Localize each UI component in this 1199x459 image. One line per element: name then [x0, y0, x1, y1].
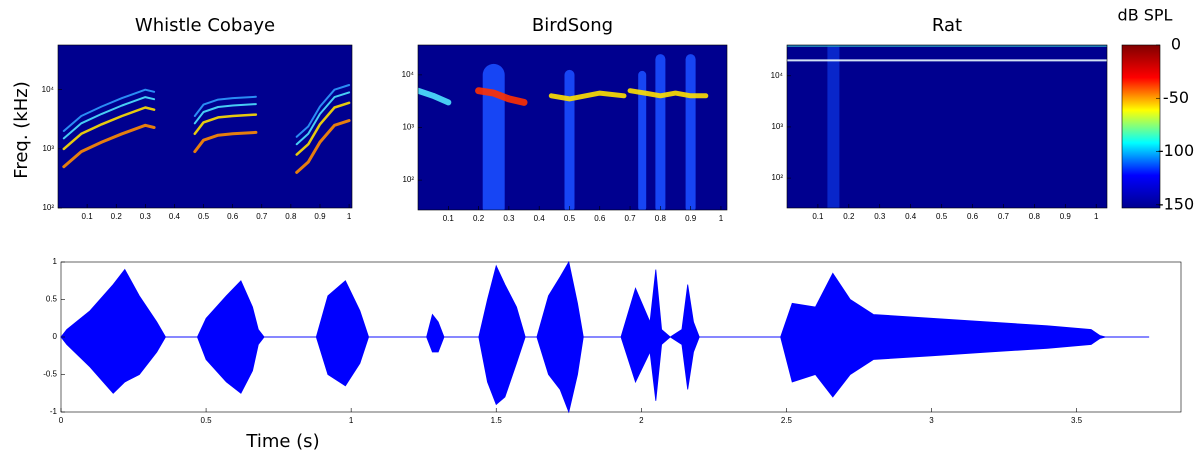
x-tick-label: 0.6 — [594, 214, 606, 223]
x-tick-label: 1 — [719, 214, 724, 223]
y-tick-label: 10³ — [42, 144, 54, 153]
spectral-track — [295, 84, 351, 138]
x-tick-label: 0.6 — [967, 212, 979, 221]
x-tick-label: 2.5 — [781, 416, 793, 425]
colorbar-tick-label: -100 — [1158, 141, 1194, 160]
x-tick-label: 0.7 — [256, 212, 268, 221]
y-tick-label: 10² — [771, 173, 783, 182]
y-tick-label: -0.5 — [43, 370, 57, 379]
x-tick-label: 0.2 — [843, 212, 855, 221]
x-tick-label: 0.1 — [443, 214, 455, 223]
x-tick-label: 0.4 — [534, 214, 546, 223]
x-tick-label: 0.9 — [314, 212, 326, 221]
x-tick-label: 0.9 — [1060, 212, 1072, 221]
x-tick-label: 0.3 — [874, 212, 886, 221]
chart-title: Whistle Cobaye — [135, 15, 275, 36]
colorbar-tick-label: -50 — [1163, 88, 1189, 107]
colorbar — [1121, 44, 1161, 209]
y-tick-label: 10⁴ — [42, 85, 55, 94]
x-tick-label: 0.5 — [198, 212, 210, 221]
y-tick-label: 10⁴ — [771, 71, 784, 80]
y-tick-label: 1 — [53, 257, 58, 266]
spectral-track — [295, 91, 351, 146]
x-tick-label: 1.5 — [491, 416, 503, 425]
x-tick-label: 0.8 — [285, 212, 297, 221]
x-tick-label: 1 — [1094, 212, 1099, 221]
y-tick-label: 10³ — [402, 123, 414, 132]
spectral-track — [193, 103, 257, 125]
spectral-track — [193, 113, 258, 136]
x-tick-label: 0.6 — [227, 212, 239, 221]
x-tick-label: 0.2 — [111, 212, 123, 221]
y-tick-label: -1 — [50, 407, 58, 416]
y-tick-label: 10² — [402, 175, 414, 184]
x-tick-label: 3 — [929, 416, 934, 425]
y-tick-label: 0 — [53, 332, 58, 341]
spectral-track — [627, 88, 709, 99]
x-tick-label: 1 — [349, 416, 354, 425]
spectral-track — [62, 96, 156, 140]
x-tick-label: 0.8 — [655, 214, 667, 223]
spectral-track — [62, 88, 156, 132]
spectrogram-background — [787, 45, 1107, 208]
x-tick-label: 0.3 — [140, 212, 152, 221]
x-tick-label: 0.1 — [82, 212, 94, 221]
y-tick-label: 10³ — [771, 122, 783, 131]
colorbar-title: dB SPL — [1118, 6, 1173, 25]
spectrogram-content — [418, 54, 709, 210]
x-tick-label: 0.4 — [905, 212, 917, 221]
y-tick-label: 10² — [42, 203, 54, 212]
chart-title: BirdSong — [532, 15, 613, 36]
y-tick-label: 10⁴ — [402, 70, 415, 79]
plot-frame — [786, 44, 1108, 209]
x-tick-label: 2 — [639, 416, 644, 425]
x-tick-label: 0.4 — [169, 212, 181, 221]
x-tick-label: 0.7 — [998, 212, 1010, 221]
spectral-track — [193, 130, 258, 154]
x-tick-label: 1 — [347, 212, 352, 221]
x-tick-label: 0.2 — [473, 214, 485, 223]
chart-title: Rat — [932, 15, 962, 36]
x-tick-label: 0.8 — [1029, 212, 1041, 221]
x-tick-label: 0.7 — [624, 214, 636, 223]
x-tick-label: 0.9 — [685, 214, 697, 223]
spectral-track — [548, 90, 627, 102]
spectral-track — [295, 119, 351, 174]
spectrogram-content — [62, 84, 351, 174]
x-tick-label: 0.5 — [936, 212, 948, 221]
x-tick-label: 0 — [59, 416, 64, 425]
y-tick-label: 0.5 — [46, 295, 58, 304]
spectral-track — [62, 106, 156, 151]
spectrogram-content — [787, 45, 1107, 208]
x-tick-label: 3.5 — [1071, 416, 1083, 425]
x-tick-label: 0.3 — [503, 214, 515, 223]
spectral-track — [418, 87, 452, 106]
spectral-track — [295, 101, 351, 156]
spectrogram-background — [58, 45, 352, 208]
colorbar-tick-label: 0 — [1171, 35, 1181, 54]
y-axis-label: Freq. (kHz) — [11, 81, 32, 178]
spectral-track — [193, 95, 257, 117]
x-tick-label: 0.1 — [812, 212, 824, 221]
x-tick-label: 0.5 — [201, 416, 213, 425]
plot-frame — [57, 44, 353, 209]
x-tick-label: 0.5 — [564, 214, 576, 223]
colorbar-tick-label: -150 — [1158, 194, 1194, 213]
spectral-track — [62, 123, 156, 169]
x-axis-label: Time (s) — [245, 431, 319, 452]
spectral-track — [475, 87, 528, 106]
waveform-envelope — [60, 336, 1150, 414]
